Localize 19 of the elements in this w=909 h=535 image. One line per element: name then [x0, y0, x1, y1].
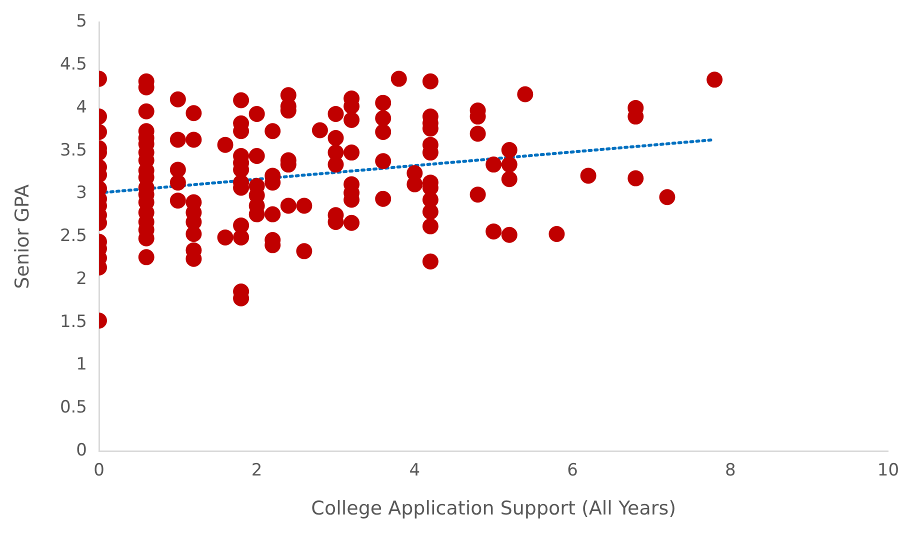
y-tick-label: 4.5	[60, 54, 87, 74]
y-tick-label: 3.5	[60, 140, 87, 160]
x-axis-title: College Application Support (All Years)	[311, 498, 676, 520]
x-tick-label: 10	[877, 460, 900, 481]
y-tick-label: 4	[76, 97, 87, 118]
x-tick-label: 8	[724, 460, 736, 481]
x-tick-label: 0	[94, 460, 104, 481]
y-tick-label: 2.5	[60, 226, 87, 246]
y-tick-label: 1	[76, 354, 87, 375]
y-tick-label: 2	[76, 268, 87, 289]
y-tick-label: 0.5	[60, 398, 87, 418]
y-tick-label: 0	[76, 440, 87, 460]
x-tick-label: 2	[251, 460, 262, 481]
y-axis-title: Senior GPA	[11, 184, 34, 289]
y-tick-label: 5	[76, 12, 87, 32]
x-tick-label: 6	[567, 460, 578, 481]
x-tick-label: 4	[409, 460, 420, 481]
y-tick-label: 1.5	[60, 312, 87, 332]
y-tick-label: 3	[76, 183, 87, 204]
